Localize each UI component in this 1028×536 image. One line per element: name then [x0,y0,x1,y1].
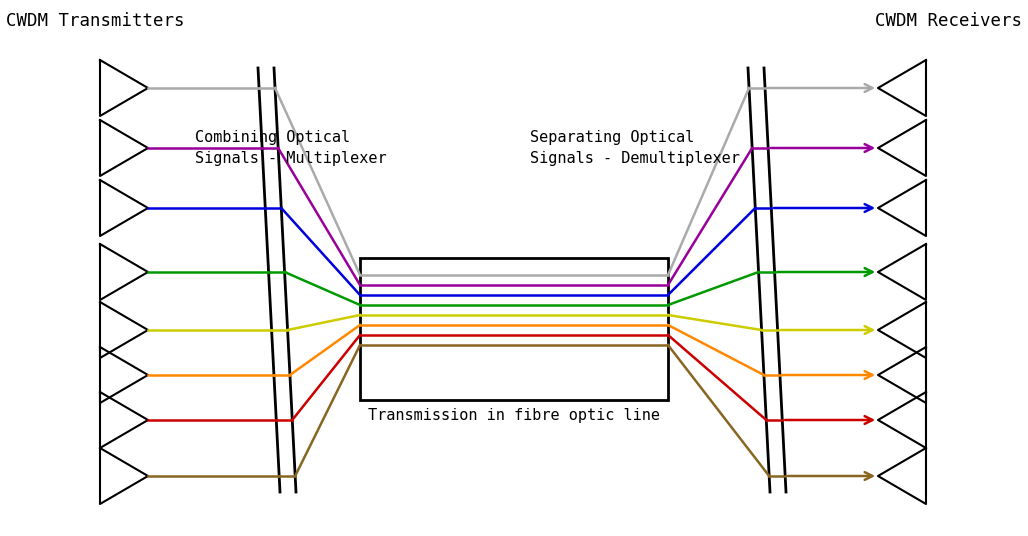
Text: Combining Optical
Signals - Multiplexer: Combining Optical Signals - Multiplexer [195,130,387,166]
Bar [360,258,668,400]
Text: Transmission in fibre optic line: Transmission in fibre optic line [368,408,660,423]
Text: CWDM Transmitters: CWDM Transmitters [6,12,184,30]
Text: CWDM Receivers: CWDM Receivers [875,12,1022,30]
Text: Separating Optical
Signals - Demultiplexer: Separating Optical Signals - Demultiplex… [530,130,740,166]
